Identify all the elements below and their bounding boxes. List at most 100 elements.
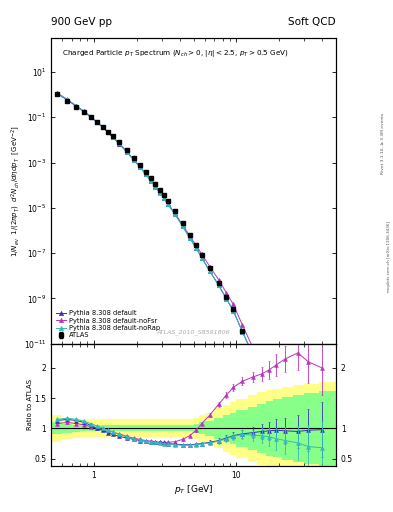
Line: Pythia 8.308 default-noFsr: Pythia 8.308 default-noFsr [55,92,324,505]
Pythia 8.308 default [143,171,148,177]
Pythia 8.308 default-noFsr [199,251,204,257]
Pythia 8.308 default-noRap [240,329,245,335]
Pythia 8.308 default-noFsr [208,264,212,270]
Pythia 8.308 default-noFsr [148,177,153,183]
Pythia 8.308 default-noRap [267,390,272,396]
Pythia 8.308 default-noFsr [231,301,236,307]
Pythia 8.308 default-noFsr [110,134,115,140]
Pythia 8.308 default [82,109,86,115]
Pythia 8.308 default-noRap [199,254,204,261]
Pythia 8.308 default-noRap [259,372,264,378]
Pythia 8.308 default-noFsr [187,233,192,239]
Pythia 8.308 default [65,97,70,103]
Pythia 8.308 default [125,149,129,155]
Pythia 8.308 default-noRap [55,90,59,96]
Pythia 8.308 default [194,245,198,251]
Pythia 8.308 default-noRap [274,407,279,413]
Pythia 8.308 default [208,268,212,274]
Pythia 8.308 default-noRap [158,189,162,196]
Pythia 8.308 default-noFsr [153,183,158,189]
Y-axis label: Ratio to ATLAS: Ratio to ATLAS [27,379,33,431]
Pythia 8.308 default [74,103,79,109]
Pythia 8.308 default [165,201,170,207]
Pythia 8.308 default-noFsr [82,109,86,115]
Pythia 8.308 default-noFsr [250,344,255,350]
Text: Soft QCD: Soft QCD [288,16,336,27]
Pythia 8.308 default [274,406,279,412]
Pythia 8.308 default-noRap [306,487,311,494]
Pythia 8.308 default-noFsr [55,91,59,97]
Pythia 8.308 default-noFsr [117,140,121,146]
Pythia 8.308 default-noRap [131,157,136,163]
Pythia 8.308 default-noRap [95,119,99,125]
Pythia 8.308 default-noFsr [125,148,129,155]
Line: Pythia 8.308 default-noRap: Pythia 8.308 default-noRap [55,91,324,512]
Pythia 8.308 default-noRap [65,96,70,102]
Pythia 8.308 default-noFsr [224,290,229,296]
Pythia 8.308 default [320,507,325,512]
Text: Charged Particle $p_T$ Spectrum ($N_{ch} > 0$, $|\eta| < 2.5$, $p_T > 0.5$ GeV): Charged Particle $p_T$ Spectrum ($N_{ch}… [62,48,290,58]
Pythia 8.308 default-noRap [88,114,93,120]
Pythia 8.308 default [187,234,192,241]
Pythia 8.308 default-noFsr [296,453,300,459]
Pythia 8.308 default-noFsr [173,210,177,217]
Pythia 8.308 default-noRap [153,183,158,189]
Pythia 8.308 default [95,119,99,125]
Pythia 8.308 default-noFsr [165,201,170,207]
Pythia 8.308 default-noFsr [65,97,70,103]
Pythia 8.308 default-noFsr [216,276,221,283]
Pythia 8.308 default-noRap [283,434,288,440]
Pythia 8.308 default-noRap [320,510,325,512]
Pythia 8.308 default-noRap [165,201,170,207]
Pythia 8.308 default-noFsr [274,398,279,404]
Y-axis label: $1/N_{ev}$  $1/(2\pi p_T)$  $d^2N_{ch}/d\eta dp_T$  [GeV$^{-2}$]: $1/N_{ev}$ $1/(2\pi p_T)$ $d^2N_{ch}/d\e… [9,125,22,257]
Pythia 8.308 default [199,254,204,261]
Pythia 8.308 default [259,371,264,377]
Pythia 8.308 default [306,484,311,490]
Legend: Pythia 8.308 default, Pythia 8.308 default-noFsr, Pythia 8.308 default-noRap, AT: Pythia 8.308 default, Pythia 8.308 defau… [54,308,162,340]
Pythia 8.308 default [105,130,110,136]
Pythia 8.308 default-noFsr [267,382,272,388]
Pythia 8.308 default [224,296,229,302]
Pythia 8.308 default-noRap [187,235,192,241]
Pythia 8.308 default-noFsr [158,189,162,196]
Pythia 8.308 default [117,140,121,146]
Pythia 8.308 default-noRap [194,245,198,251]
Pythia 8.308 default [296,462,300,468]
Pythia 8.308 default [162,195,166,201]
Pythia 8.308 default-noFsr [283,424,288,431]
Line: Pythia 8.308 default: Pythia 8.308 default [55,91,324,512]
Pythia 8.308 default [100,124,105,131]
Pythia 8.308 default [138,164,142,170]
Pythia 8.308 default-noRap [117,140,121,146]
Pythia 8.308 default [153,183,158,189]
Text: 900 GeV pp: 900 GeV pp [51,16,112,27]
Pythia 8.308 default-noRap [148,178,153,184]
Pythia 8.308 default-noFsr [320,500,325,506]
Pythia 8.308 default [267,389,272,395]
Pythia 8.308 default [240,329,245,335]
Pythia 8.308 default-noRap [100,124,105,130]
Pythia 8.308 default-noRap [82,108,86,114]
Pythia 8.308 default-noRap [138,164,142,170]
Pythia 8.308 default-noRap [110,134,115,140]
Pythia 8.308 default-noFsr [74,103,79,110]
Pythia 8.308 default-noFsr [259,364,264,370]
Text: ATLAS_2010_S8591806: ATLAS_2010_S8591806 [157,329,230,335]
Pythia 8.308 default-noRap [208,268,212,274]
Pythia 8.308 default [88,114,93,120]
Pythia 8.308 default-noRap [74,102,79,109]
Text: mcplots.cern.ch [arXiv:1306.3436]: mcplots.cern.ch [arXiv:1306.3436] [387,221,391,291]
Pythia 8.308 default-noRap [224,296,229,302]
Pythia 8.308 default-noFsr [143,170,148,177]
Pythia 8.308 default-noFsr [240,322,245,328]
Pythia 8.308 default [283,432,288,438]
Pythia 8.308 default-noRap [162,195,166,201]
Pythia 8.308 default-noFsr [105,129,110,135]
Pythia 8.308 default-noFsr [180,222,185,228]
Pythia 8.308 default-noFsr [162,195,166,201]
Pythia 8.308 default-noFsr [100,124,105,130]
Pythia 8.308 default-noRap [105,129,110,135]
Pythia 8.308 default-noFsr [138,163,142,169]
Pythia 8.308 default [158,189,162,196]
